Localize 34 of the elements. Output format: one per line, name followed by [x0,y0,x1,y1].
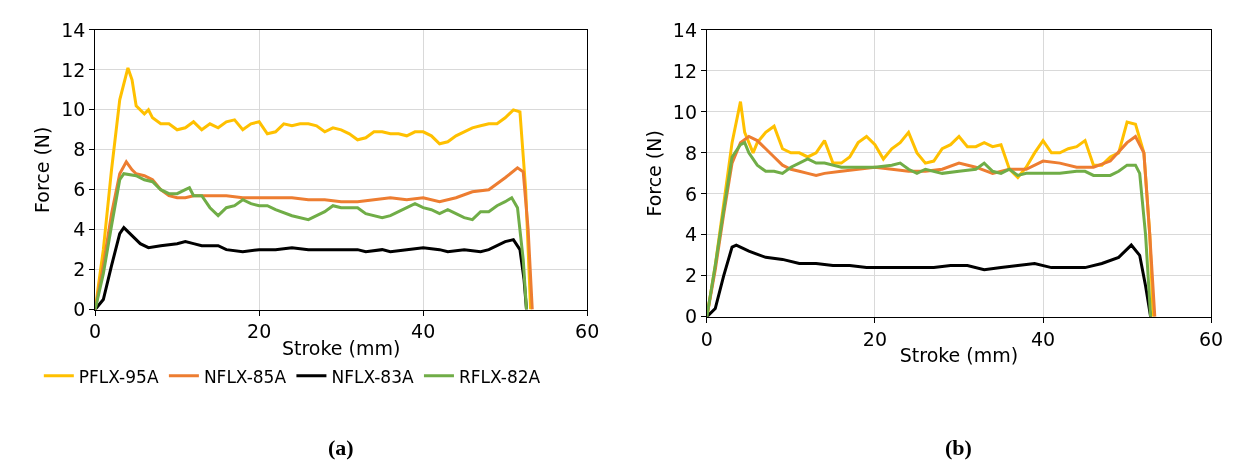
x-tick-label: 20 [862,327,888,350]
x-tick-label: 20 [247,320,272,343]
x-axis-title: Stroke (mm) [899,344,1019,367]
y-tick-label: 10 [61,98,86,121]
x-axis-title: Stroke (mm) [281,337,401,360]
x-tick-label: 40 [411,320,436,343]
y-tick-label: 10 [672,100,698,123]
legend-label: RFLX-82A [458,366,541,387]
y-tick-label: 2 [73,258,86,281]
text: (b) [945,435,972,460]
text: (a) [328,435,354,460]
x-tick-label: 60 [575,320,600,343]
y-tick-label: 12 [61,58,86,81]
y-axis-title: Force (N) [642,130,665,217]
y-axis-title: Force (N) [31,126,53,213]
y-tick-label: 12 [672,59,698,82]
y-tick-label: 6 [684,182,698,205]
x-tick-label: 0 [89,320,102,343]
y-tick-label: 6 [73,178,86,201]
legend-label: NFLX-83A [331,366,414,387]
legend-label: PFLX-95A [78,366,159,387]
y-tick-label: 14 [61,18,86,41]
x-tick-label: 60 [1199,327,1224,350]
legend-label: NFLX-85A [203,366,287,387]
x-tick-label: 0 [700,327,713,350]
y-tick-label: 8 [684,141,698,164]
y-tick-label: 8 [73,138,86,161]
y-tick-label: 0 [684,305,698,328]
y-tick-label: 4 [684,223,698,246]
y-tick-label: 4 [73,218,86,241]
y-tick-label: 0 [73,298,86,321]
y-tick-label: 2 [684,264,698,287]
y-tick-label: 14 [672,18,698,41]
x-tick-label: 40 [1030,327,1056,350]
